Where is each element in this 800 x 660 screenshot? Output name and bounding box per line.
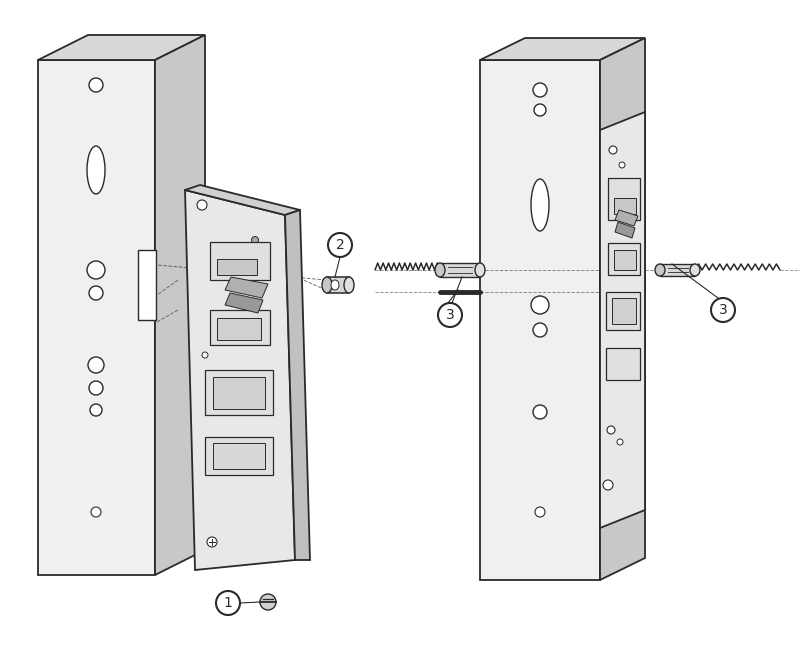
Circle shape: [534, 104, 546, 116]
Bar: [205, 370, 273, 415]
Circle shape: [533, 83, 547, 97]
Bar: [612, 298, 636, 324]
Bar: [210, 310, 270, 345]
Circle shape: [202, 352, 208, 358]
Polygon shape: [225, 293, 263, 313]
Polygon shape: [480, 60, 600, 580]
Circle shape: [603, 480, 613, 490]
Ellipse shape: [531, 179, 549, 231]
Ellipse shape: [690, 264, 700, 276]
Bar: [217, 318, 261, 340]
Ellipse shape: [87, 146, 105, 194]
Bar: [606, 348, 640, 380]
Circle shape: [89, 78, 103, 92]
Ellipse shape: [435, 263, 445, 277]
Circle shape: [216, 591, 240, 615]
Polygon shape: [615, 210, 638, 226]
Circle shape: [533, 323, 547, 337]
Ellipse shape: [331, 280, 339, 290]
Bar: [138, 250, 156, 320]
Polygon shape: [225, 277, 268, 298]
Circle shape: [619, 162, 625, 168]
Polygon shape: [285, 210, 310, 560]
Text: 1: 1: [223, 596, 233, 610]
Circle shape: [438, 303, 462, 327]
Polygon shape: [615, 222, 635, 238]
Bar: [614, 250, 636, 270]
Bar: [205, 437, 273, 475]
Polygon shape: [185, 190, 295, 570]
Ellipse shape: [475, 263, 485, 277]
Circle shape: [609, 146, 617, 154]
Ellipse shape: [655, 264, 665, 276]
Bar: [614, 198, 636, 214]
Ellipse shape: [344, 277, 354, 293]
Polygon shape: [480, 38, 645, 60]
Circle shape: [91, 507, 101, 517]
Circle shape: [88, 357, 104, 373]
Bar: [608, 178, 640, 220]
Polygon shape: [185, 185, 300, 215]
Bar: [608, 243, 640, 275]
Circle shape: [90, 404, 102, 416]
Circle shape: [197, 200, 207, 210]
Bar: [210, 242, 270, 280]
Circle shape: [207, 537, 217, 547]
Circle shape: [711, 298, 735, 322]
Polygon shape: [600, 112, 645, 528]
Text: 2: 2: [336, 238, 344, 252]
Circle shape: [260, 594, 276, 610]
Text: 3: 3: [446, 308, 454, 322]
Circle shape: [89, 286, 103, 300]
Text: 3: 3: [718, 303, 727, 317]
Ellipse shape: [322, 277, 332, 293]
Circle shape: [89, 381, 103, 395]
Circle shape: [533, 405, 547, 419]
Bar: [440, 263, 480, 277]
Polygon shape: [600, 38, 645, 580]
Bar: [213, 377, 265, 409]
Circle shape: [251, 236, 258, 244]
Circle shape: [617, 439, 623, 445]
Polygon shape: [38, 60, 155, 575]
Circle shape: [607, 426, 615, 434]
Bar: [213, 443, 265, 469]
Circle shape: [87, 261, 105, 279]
Polygon shape: [38, 35, 205, 60]
Circle shape: [328, 233, 352, 257]
Circle shape: [531, 296, 549, 314]
Bar: [660, 264, 695, 276]
Polygon shape: [155, 35, 205, 575]
Bar: [327, 277, 349, 293]
Circle shape: [535, 507, 545, 517]
Bar: [217, 259, 257, 275]
Bar: [606, 292, 640, 330]
